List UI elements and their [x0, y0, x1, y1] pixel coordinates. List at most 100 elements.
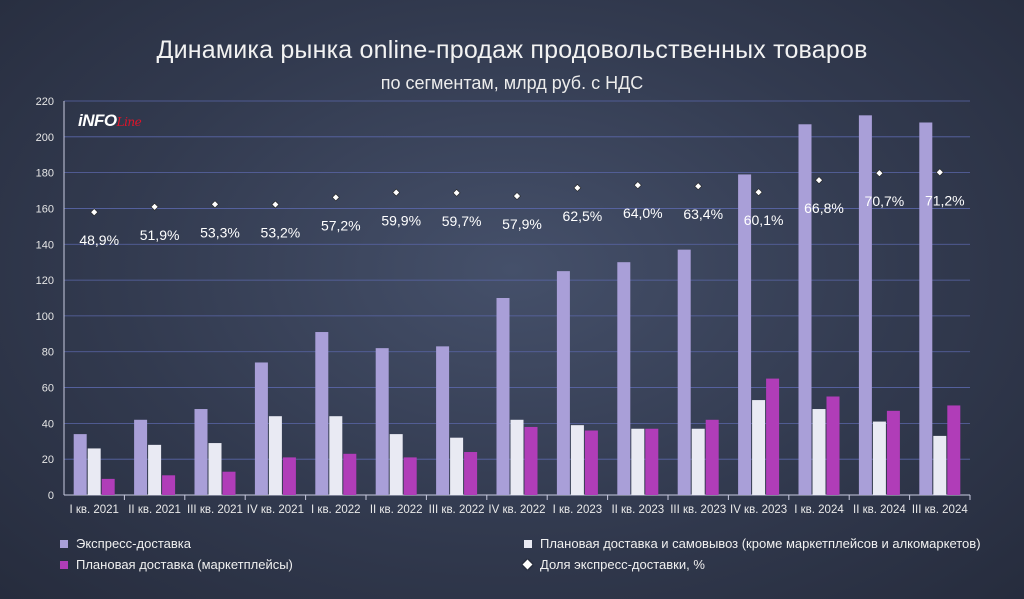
x-tick-label: III кв. 2021 — [187, 504, 243, 516]
share-marker — [271, 200, 280, 209]
x-tick-label: IV кв. 2022 — [488, 504, 545, 516]
bar-planned-pickup — [872, 421, 886, 495]
y-tick-label: 200 — [36, 132, 54, 144]
bar-planned-pickup — [812, 409, 826, 495]
share-marker — [211, 200, 219, 209]
legend-label-planned-pickup: Плановая доставка и самовывоз (кроме мар… — [540, 536, 981, 551]
y-tick-label: 140 — [36, 239, 54, 251]
brand-logo: iNFOLine — [78, 111, 142, 131]
share-label: 62,5% — [563, 208, 603, 224]
share-marker — [573, 183, 582, 192]
share-label: 48,9% — [79, 232, 119, 248]
share-label: 59,9% — [381, 213, 421, 229]
legend-item-share: Доля экспресс-доставки, % — [522, 557, 705, 572]
bar-planned-pickup — [510, 419, 524, 495]
bar-express — [858, 115, 872, 495]
legend-label-express: Экспресс-доставка — [76, 536, 191, 551]
logo-main: iNFO — [78, 111, 117, 130]
bar-marketplaces — [705, 419, 719, 495]
x-tick-label: IV кв. 2023 — [730, 504, 787, 516]
x-tick-label: IV кв. 2021 — [247, 504, 304, 516]
share-marker — [150, 202, 159, 211]
share-label: 51,9% — [140, 227, 180, 243]
y-tick-label: 20 — [42, 454, 54, 466]
bar-marketplaces — [947, 405, 961, 495]
bar-planned-pickup — [570, 425, 584, 495]
x-tick-label: I кв. 2021 — [69, 504, 119, 516]
share-label: 53,3% — [200, 224, 240, 240]
legend-swatch-planned-pickup — [524, 539, 532, 548]
bar-planned-pickup — [87, 448, 101, 495]
bar-marketplaces — [343, 453, 357, 495]
bar-marketplaces — [645, 428, 659, 495]
y-tick-label: 180 — [36, 168, 54, 180]
bar-marketplaces — [464, 452, 478, 495]
bar-express — [436, 346, 450, 495]
y-tick-label: 220 — [36, 96, 54, 108]
y-tick-label: 60 — [42, 383, 54, 395]
bar-planned-pickup — [752, 400, 766, 495]
bar-marketplaces — [584, 430, 598, 495]
bar-planned-pickup — [389, 434, 403, 495]
y-tick-label: 160 — [36, 203, 54, 215]
y-tick-label: 80 — [42, 347, 54, 359]
x-tick-label: I кв. 2022 — [311, 504, 361, 516]
bar-express — [798, 124, 812, 496]
y-tick-label: 0 — [48, 490, 54, 502]
bar-express — [496, 298, 510, 495]
share-label: 60,1% — [744, 212, 784, 228]
logo-accent: Line — [116, 115, 142, 129]
bar-express — [617, 262, 631, 495]
bar-express — [677, 249, 691, 495]
x-tick-label: III кв. 2022 — [429, 504, 485, 516]
share-marker — [633, 181, 642, 190]
share-marker — [392, 188, 401, 197]
bar-marketplaces — [766, 378, 780, 495]
share-marker — [694, 182, 703, 191]
chart-subtitle: по сегментам, млрд руб. с НДС — [380, 73, 644, 93]
bar-planned-pickup — [148, 444, 162, 495]
bar-express — [738, 174, 752, 495]
legend-item-express: Экспресс-доставка — [60, 536, 191, 551]
share-label: 59,7% — [442, 213, 482, 229]
legend-label-marketplaces: Плановая доставка (маркетплейсы) — [76, 557, 293, 572]
bar-marketplaces — [222, 471, 236, 495]
bar-express — [375, 348, 389, 495]
bar-express — [254, 362, 268, 495]
legend-swatch-express — [60, 539, 68, 548]
bar-express — [194, 409, 208, 495]
share-label: 57,9% — [502, 216, 542, 232]
bar-express — [919, 122, 933, 495]
share-label: 66,8% — [804, 200, 844, 216]
legend-diamond-share — [522, 559, 533, 570]
x-tick-label: III кв. 2024 — [912, 504, 968, 516]
x-tick-label: II кв. 2021 — [128, 504, 181, 516]
x-tick-label: II кв. 2023 — [611, 504, 664, 516]
bar-planned-pickup — [631, 428, 645, 495]
share-marker — [815, 176, 823, 185]
bar-marketplaces — [282, 457, 296, 495]
bar-planned-pickup — [208, 443, 222, 495]
bar-express — [73, 434, 87, 495]
x-tick-label: II кв. 2024 — [853, 504, 906, 516]
share-marker — [90, 208, 99, 217]
bar-planned-pickup — [691, 428, 705, 495]
bar-marketplaces — [886, 410, 900, 495]
bar-marketplaces — [524, 426, 538, 495]
bar-express — [134, 419, 148, 495]
legend-label-share: Доля экспресс-доставки, % — [540, 557, 705, 572]
share-label: 57,2% — [321, 217, 361, 233]
bar-planned-pickup — [450, 437, 464, 495]
share-label: 53,2% — [261, 225, 301, 241]
share-label: 71,2% — [925, 192, 965, 208]
x-tick-label: I кв. 2024 — [794, 504, 844, 516]
x-tick-label: II кв. 2022 — [370, 504, 423, 516]
share-marker — [513, 192, 521, 201]
bar-marketplaces — [826, 396, 840, 495]
x-tick-label: I кв. 2023 — [553, 504, 603, 516]
share-marker — [935, 168, 944, 177]
bar-marketplaces — [162, 475, 176, 495]
bar-marketplaces — [403, 457, 417, 495]
bar-express — [315, 332, 329, 495]
